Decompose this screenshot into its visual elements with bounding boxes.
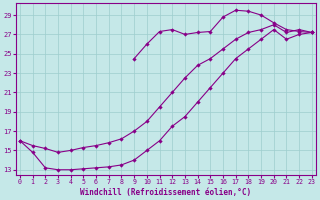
X-axis label: Windchill (Refroidissement éolien,°C): Windchill (Refroidissement éolien,°C) (80, 188, 252, 197)
